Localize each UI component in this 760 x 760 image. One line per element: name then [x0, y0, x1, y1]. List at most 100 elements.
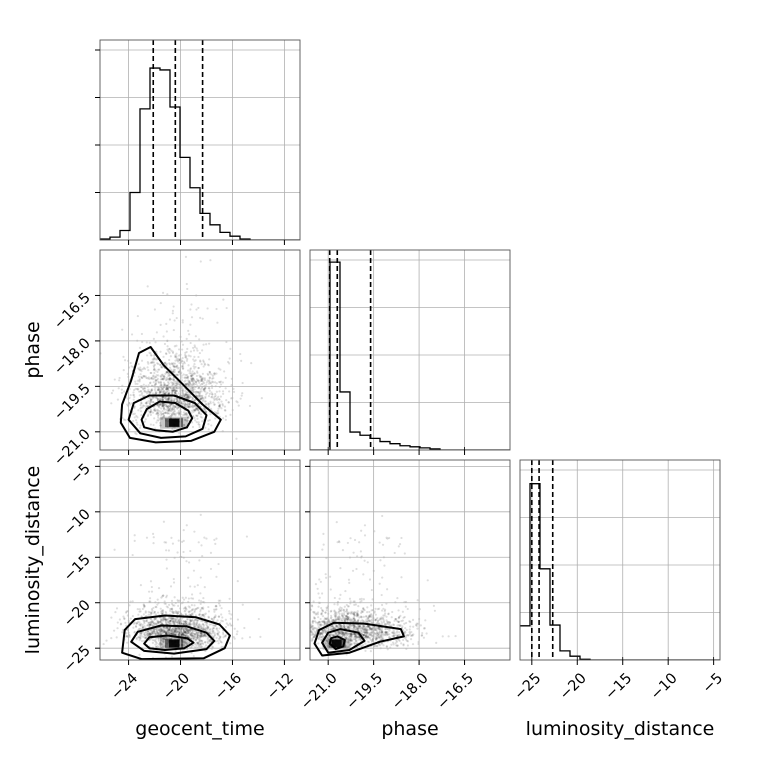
sample-point — [173, 382, 176, 385]
sample-point — [136, 423, 139, 426]
sample-point — [184, 620, 187, 623]
sample-point — [381, 543, 385, 546]
sample-point — [184, 351, 187, 354]
sample-point — [162, 403, 165, 406]
sample-point — [160, 630, 163, 633]
sample-point — [193, 629, 196, 632]
sample-point — [149, 633, 152, 637]
sample-point — [186, 627, 189, 630]
sample-point — [371, 631, 374, 635]
sample-point — [175, 627, 178, 630]
sample-point — [141, 340, 144, 344]
sample-point — [154, 383, 157, 386]
sample-point — [186, 618, 190, 621]
sample-point — [396, 597, 399, 600]
sample-point — [192, 405, 196, 408]
sample-point — [190, 389, 193, 392]
y-tick-label-phase-3: −16.5 — [51, 290, 94, 333]
sample-point — [404, 626, 407, 630]
sample-point — [170, 412, 173, 416]
sample-point — [222, 392, 225, 395]
sample-point — [166, 388, 169, 391]
sample-point — [195, 407, 198, 410]
sample-point — [143, 387, 147, 390]
sample-point — [154, 392, 157, 395]
sample-point — [203, 613, 206, 616]
sample-point — [204, 400, 207, 403]
sample-point — [193, 611, 196, 614]
sample-point — [208, 623, 211, 626]
sample-point — [194, 407, 197, 411]
sample-point — [159, 374, 162, 378]
sample-point — [167, 405, 170, 408]
sample-point — [329, 610, 332, 613]
sample-point — [173, 389, 176, 392]
sample-point — [163, 383, 167, 386]
sample-point — [230, 613, 233, 616]
sample-point — [156, 408, 159, 411]
sample-point — [193, 622, 196, 626]
sample-point — [196, 626, 200, 629]
sample-point — [182, 629, 185, 632]
sample-point — [172, 581, 176, 584]
sample-point — [365, 618, 368, 621]
sample-point — [142, 626, 145, 629]
sample-point — [218, 404, 221, 408]
sample-point — [178, 619, 181, 622]
sample-point — [383, 564, 386, 567]
sample-point — [190, 609, 194, 612]
sample-point — [170, 414, 173, 417]
sample-point — [202, 388, 205, 391]
sample-point — [144, 418, 147, 421]
sample-point — [156, 388, 159, 392]
sample-point — [187, 415, 190, 419]
sample-point — [337, 610, 341, 613]
sample-point — [140, 386, 144, 389]
sample-point — [156, 412, 159, 415]
sample-point — [130, 333, 134, 336]
sample-point — [324, 573, 327, 576]
sample-point — [338, 597, 341, 600]
sample-point — [167, 392, 170, 396]
sample-point — [159, 398, 162, 401]
sample-point — [212, 381, 215, 384]
sample-point — [188, 641, 191, 644]
sample-point — [339, 606, 342, 609]
sample-point — [156, 632, 160, 635]
sample-point — [203, 407, 206, 410]
sample-point — [146, 390, 149, 393]
sample-point — [195, 390, 198, 393]
sample-point — [209, 567, 213, 571]
sample-point — [159, 402, 162, 406]
sample-point — [408, 632, 412, 635]
sample-point — [186, 347, 189, 350]
sample-point — [182, 423, 186, 427]
sample-point — [404, 605, 407, 608]
sample-point — [162, 378, 165, 381]
sample-point — [185, 383, 188, 386]
sample-point — [184, 631, 187, 634]
sample-point — [311, 619, 314, 622]
sample-point — [196, 641, 199, 644]
sample-point — [188, 630, 191, 633]
sample-point — [311, 624, 315, 628]
sample-point — [162, 355, 165, 358]
sample-point — [167, 392, 170, 396]
sample-point — [198, 391, 201, 394]
sample-point — [142, 404, 145, 407]
sample-point — [187, 605, 190, 608]
sample-point — [145, 618, 148, 621]
sample-point — [344, 589, 347, 593]
sample-point — [208, 370, 211, 374]
sample-point — [228, 597, 231, 600]
sample-point — [378, 582, 381, 585]
sample-point — [219, 380, 223, 383]
sample-point — [192, 608, 195, 611]
sample-point — [391, 641, 395, 644]
sample-point — [217, 615, 221, 618]
sample-point — [148, 624, 151, 627]
sample-point — [146, 285, 149, 288]
sample-point — [213, 403, 216, 406]
sample-point — [138, 623, 141, 626]
sample-point — [171, 389, 174, 392]
